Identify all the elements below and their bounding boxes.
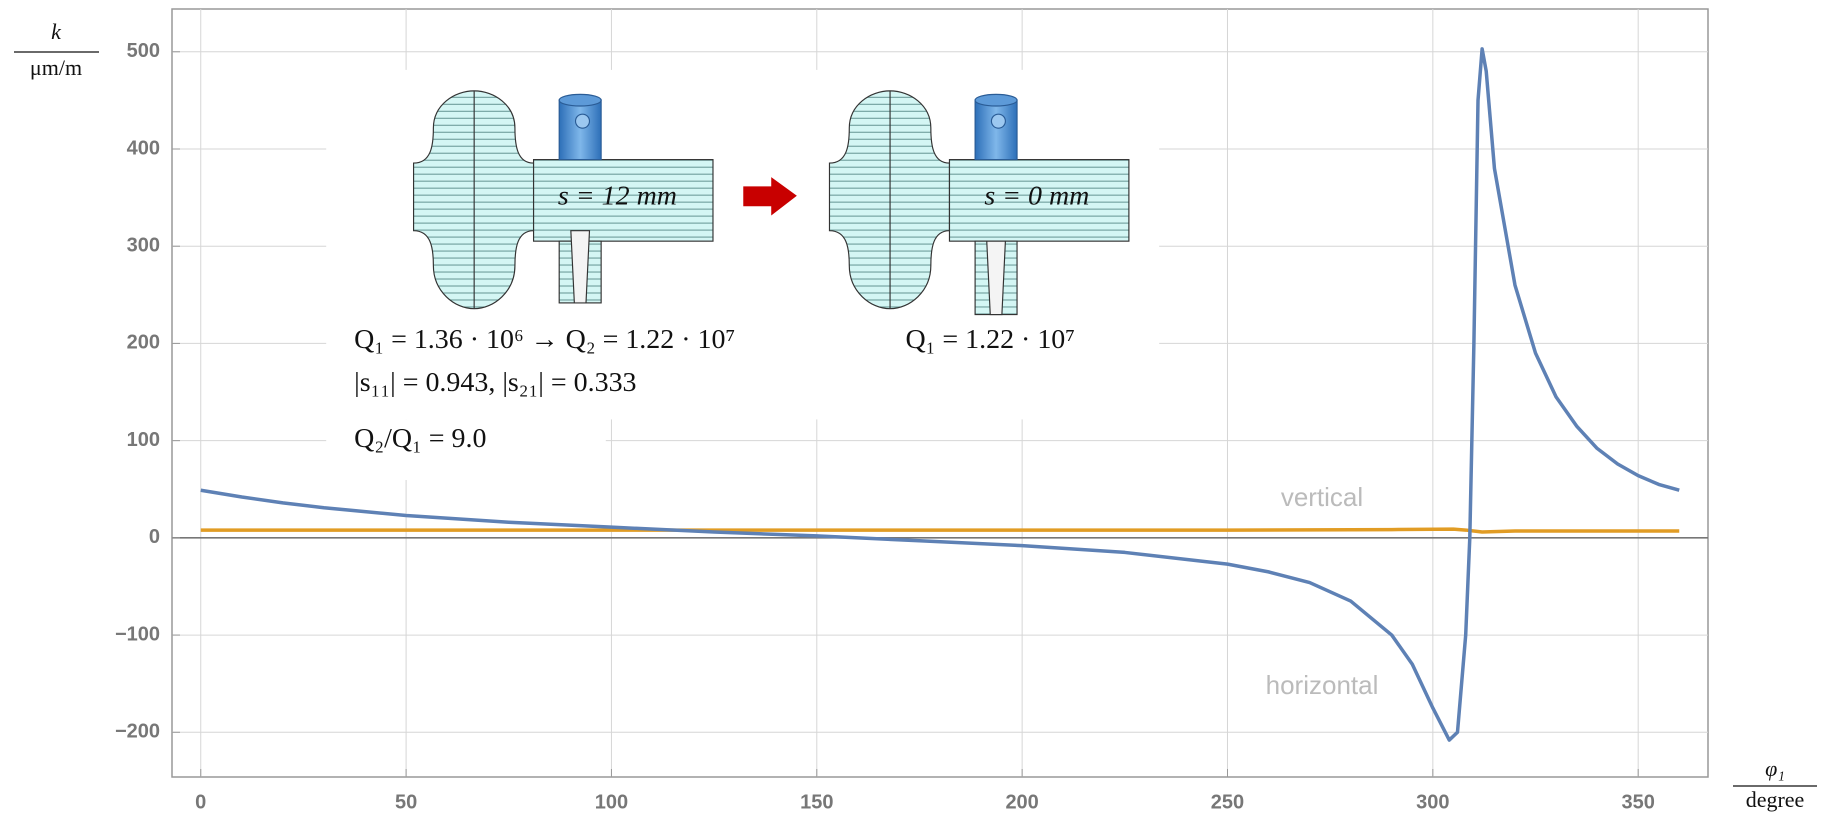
chart: s = 12 mm s = 0 mm Q₁ = 1.36 · 10⁶ → Q₂ … xyxy=(0,0,1827,815)
y-tick-label: 400 xyxy=(127,137,160,159)
x-tick-label: 200 xyxy=(1005,791,1038,813)
y-tick-label: 200 xyxy=(127,332,160,354)
y-tick-label: 500 xyxy=(127,40,160,62)
x-label: φ₁ xyxy=(1765,756,1785,781)
x-label: degree xyxy=(1746,787,1805,812)
inset-text: Q₁ = 1.22 · 10⁷ xyxy=(905,324,1075,355)
y-tick-label: 0 xyxy=(149,526,160,548)
series-label: vertical xyxy=(1281,482,1363,512)
inset-label: s = 12 mm xyxy=(558,180,677,211)
x-tick-label: 350 xyxy=(1621,791,1654,813)
x-tick-label: 300 xyxy=(1416,791,1449,813)
x-tick-label: 100 xyxy=(595,791,628,813)
y-tick-label: 300 xyxy=(127,234,160,256)
y-tick-label: −200 xyxy=(115,721,160,743)
y-tick-label: −100 xyxy=(115,623,160,645)
inset-text: |s₁₁| = 0.943, |s₂₁| = 0.333 xyxy=(354,367,636,398)
y-tick-label: 100 xyxy=(127,429,160,451)
series-label: horizontal xyxy=(1266,670,1379,700)
inset: s = 12 mm s = 0 mm Q₁ = 1.36 · 10⁶ → Q₂ … xyxy=(326,70,1159,480)
y-label: k xyxy=(51,19,62,44)
inset-label: s = 0 mm xyxy=(984,180,1089,211)
x-tick-label: 150 xyxy=(800,791,833,813)
x-tick-label: 250 xyxy=(1211,791,1244,813)
y-label: μm/m xyxy=(30,55,82,80)
inset-text: Q₂/Q₁ = 9.0 xyxy=(354,423,486,454)
x-tick-label: 0 xyxy=(195,791,206,813)
x-tick-label: 50 xyxy=(395,791,417,813)
inset-text: Q₁ = 1.36 · 10⁶ → Q₂ = 1.22 · 10⁷ xyxy=(354,324,735,355)
